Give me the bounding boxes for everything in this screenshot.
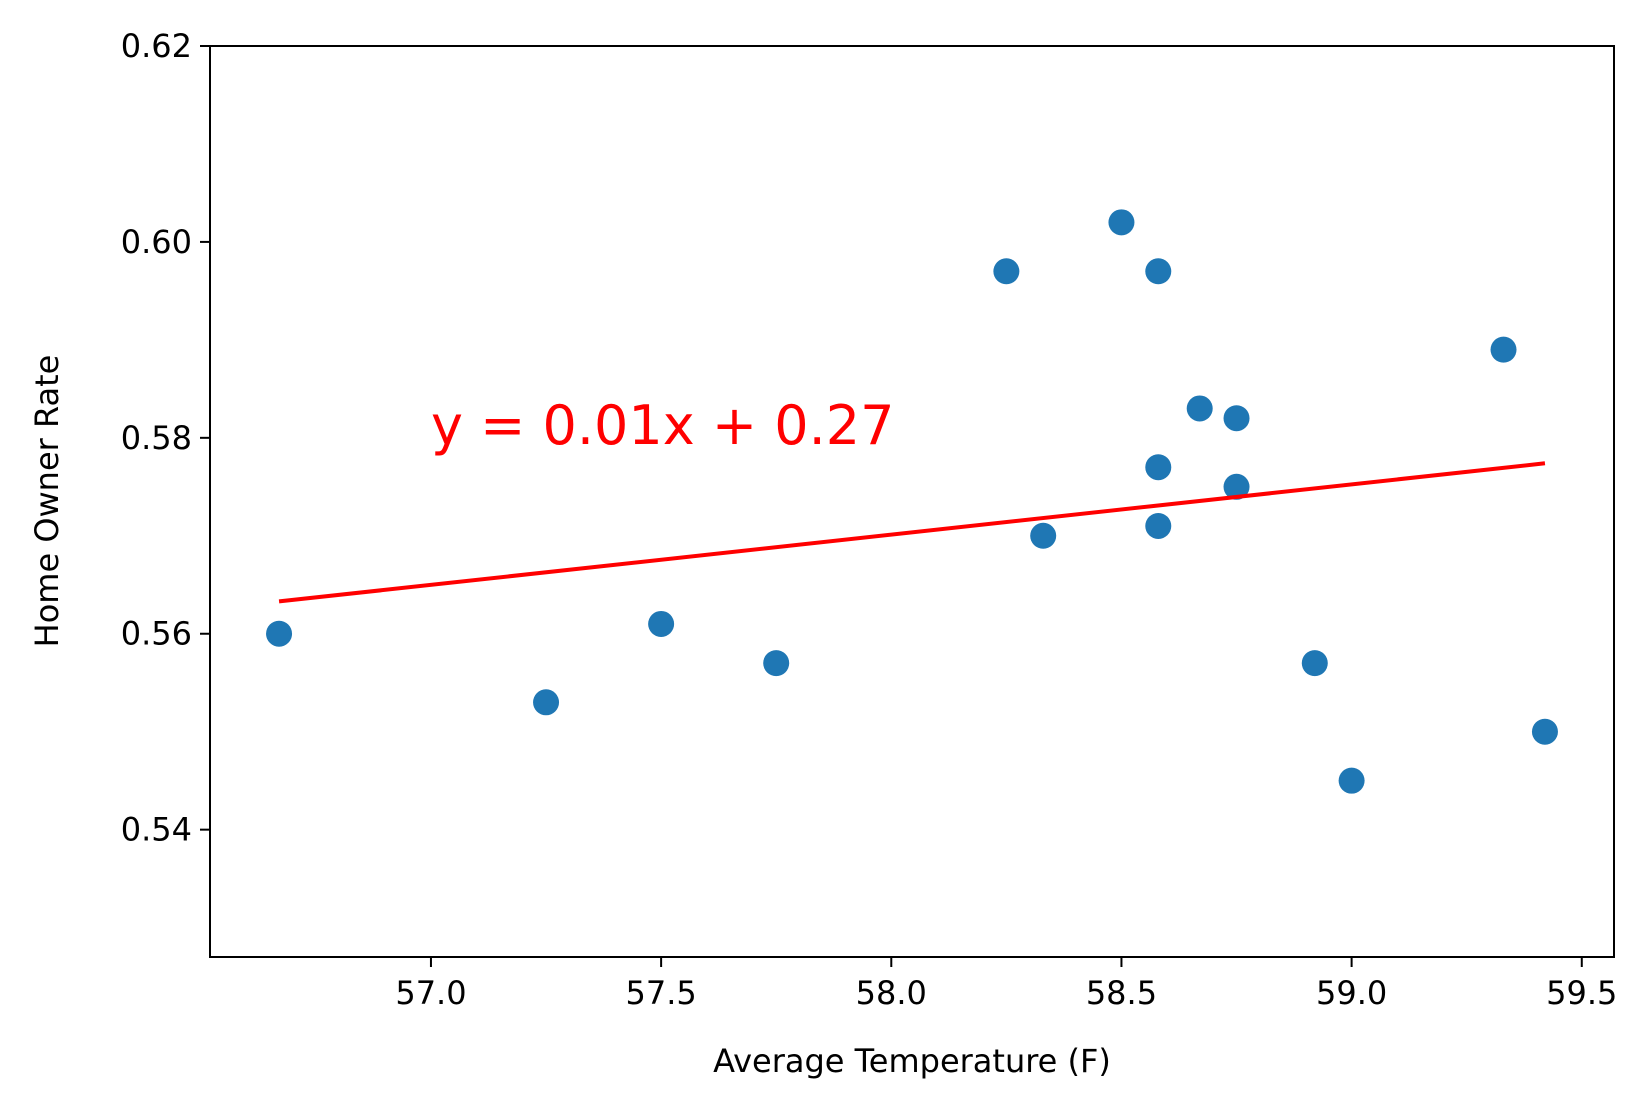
x-tick-label: 59.5 [1546, 974, 1617, 1012]
y-tick-label: 0.54 [121, 811, 192, 849]
y-axis-label: Home Owner Rate [28, 355, 66, 648]
data-point [1186, 395, 1213, 422]
x-tick-label: 59.0 [1316, 974, 1387, 1012]
data-points [266, 209, 1558, 794]
y-axis-ticks: 0.54 0.56 0.58 0.60 0.62 [121, 27, 210, 849]
x-tick-label: 57.5 [625, 974, 696, 1012]
data-point [1145, 454, 1172, 481]
data-point [1108, 209, 1135, 236]
x-axis-ticks: 57.0 57.5 58.0 58.5 59.0 59.5 [395, 957, 1617, 1012]
x-axis-label: Average Temperature (F) [713, 1042, 1111, 1080]
x-tick-label: 58.0 [856, 974, 927, 1012]
x-tick-label: 58.5 [1086, 974, 1157, 1012]
data-point [1145, 258, 1172, 285]
data-point [763, 650, 790, 677]
data-point [533, 689, 560, 716]
y-tick-label: 0.60 [121, 223, 192, 261]
data-point [648, 610, 675, 637]
y-tick-label: 0.56 [121, 615, 192, 653]
data-point [1531, 718, 1558, 745]
data-point [1145, 512, 1172, 539]
regression-line [278, 461, 1546, 604]
plot-area [209, 45, 1615, 958]
regression-equation: y = 0.01x + 0.27 [431, 394, 895, 457]
data-point [1030, 522, 1057, 549]
data-point [1301, 650, 1328, 677]
y-tick-label: 0.58 [121, 419, 192, 457]
x-tick-label: 57.0 [395, 974, 466, 1012]
data-point [1223, 473, 1250, 500]
data-point [1223, 405, 1250, 432]
data-point [1490, 336, 1517, 363]
data-point [1338, 767, 1365, 794]
y-tick-label: 0.62 [121, 27, 192, 65]
data-point [266, 620, 293, 647]
data-point [993, 258, 1020, 285]
